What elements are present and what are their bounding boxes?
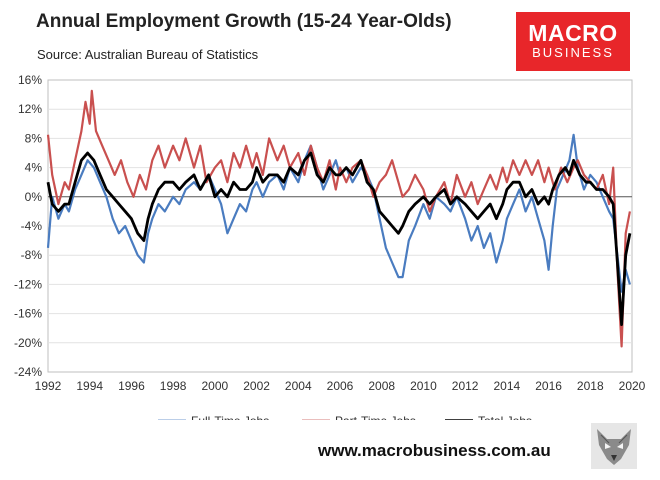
y-tick-label: -12% (14, 277, 42, 291)
x-tick-label: 2018 (577, 379, 604, 393)
y-tick-label: 8% (25, 131, 43, 145)
x-tick-label: 2004 (285, 379, 312, 393)
y-axis-ticks: -24% -20% -16% -12% -8% -4% 0% 4% 8% 12% 16% (14, 73, 42, 379)
x-tick-label: 2000 (202, 379, 229, 393)
y-tick-label: -24% (14, 365, 42, 379)
series-line-total-jobs (46, 151, 632, 326)
x-tick-label: 2006 (327, 379, 354, 393)
y-tick-label: 12% (18, 102, 42, 116)
logo-text-bottom: BUSINESS (532, 45, 614, 60)
chart-subtitle: Source: Australian Bureau of Statistics (37, 47, 259, 62)
y-tick-label: -4% (21, 219, 43, 233)
y-tick-label: -20% (14, 336, 42, 350)
fox-logo-icon (591, 423, 637, 469)
x-tick-label: 2016 (535, 379, 562, 393)
x-tick-label: 1992 (35, 379, 62, 393)
x-tick-label: 2010 (410, 379, 437, 393)
logo-text-top: MACRO (528, 20, 618, 46)
legend-label-total-jobs: Total Jobs (478, 414, 532, 420)
x-tick-label: 2014 (494, 379, 521, 393)
y-tick-label: -8% (21, 248, 43, 262)
macrobusiness-logo: MACRO BUSINESS (516, 12, 630, 71)
employment-chart: -24%-20%-16%-12%-8%-4%0%4%8%12%16% 1992 1… (14, 73, 646, 420)
x-tick-label: 1994 (76, 379, 103, 393)
y-tick-label: 16% (18, 73, 42, 87)
x-tick-label: 1996 (118, 379, 145, 393)
x-axis-ticks: 1992 1994 1996 1998 2000 2002 2004 2006 2008 2010… (35, 379, 646, 393)
legend-label-part-time-jobs: Part-Time Jobs (335, 414, 416, 420)
chart-legend: Full-Time Jobs Part-Time Jobs Total Jobs (158, 414, 532, 420)
x-tick-label: 1998 (160, 379, 187, 393)
chart-title: Annual Employment Growth (15-24 Year-Old… (36, 11, 452, 32)
legend-label-full-time-jobs: Full-Time Jobs (191, 414, 269, 420)
website-url: www.macrobusiness.com.au (318, 441, 551, 460)
series-line-part-time-jobs (46, 89, 631, 348)
x-tick-label: 2012 (452, 379, 479, 393)
series-lines (46, 89, 632, 348)
y-tick-label: -16% (14, 307, 42, 321)
x-tick-label: 2002 (243, 379, 270, 393)
x-tick-label: 2008 (368, 379, 395, 393)
y-tick-label: 4% (25, 161, 43, 175)
y-tick-label: 0% (25, 190, 43, 204)
x-tick-label: 2020 (619, 379, 646, 393)
